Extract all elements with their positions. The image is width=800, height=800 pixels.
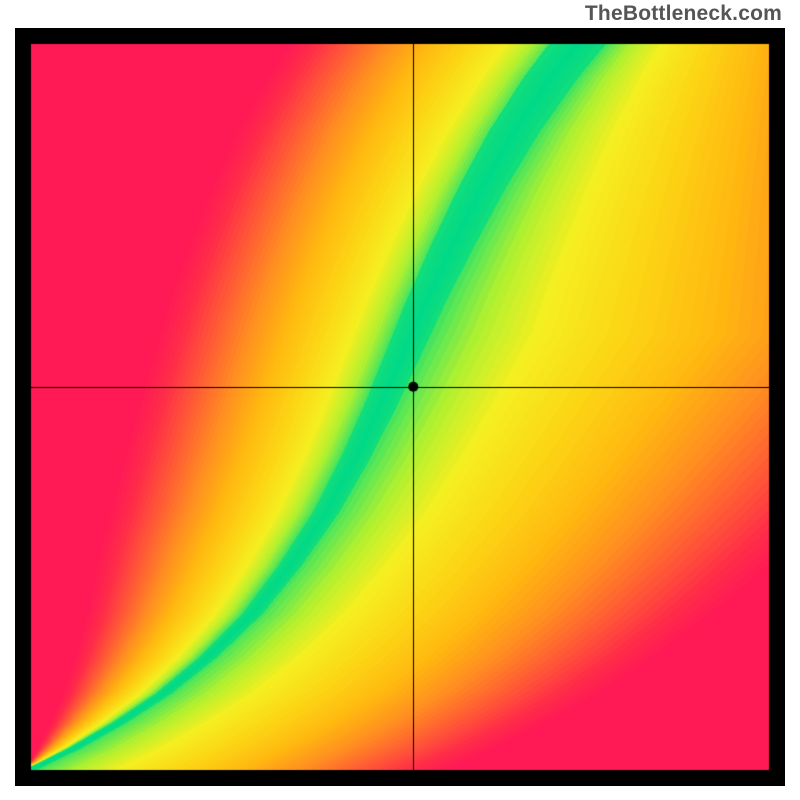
watermark-text: TheBottleneck.com (585, 2, 782, 26)
heatmap-canvas (15, 28, 785, 786)
chart-container: TheBottleneck.com (0, 0, 800, 800)
plot-frame (15, 28, 785, 786)
